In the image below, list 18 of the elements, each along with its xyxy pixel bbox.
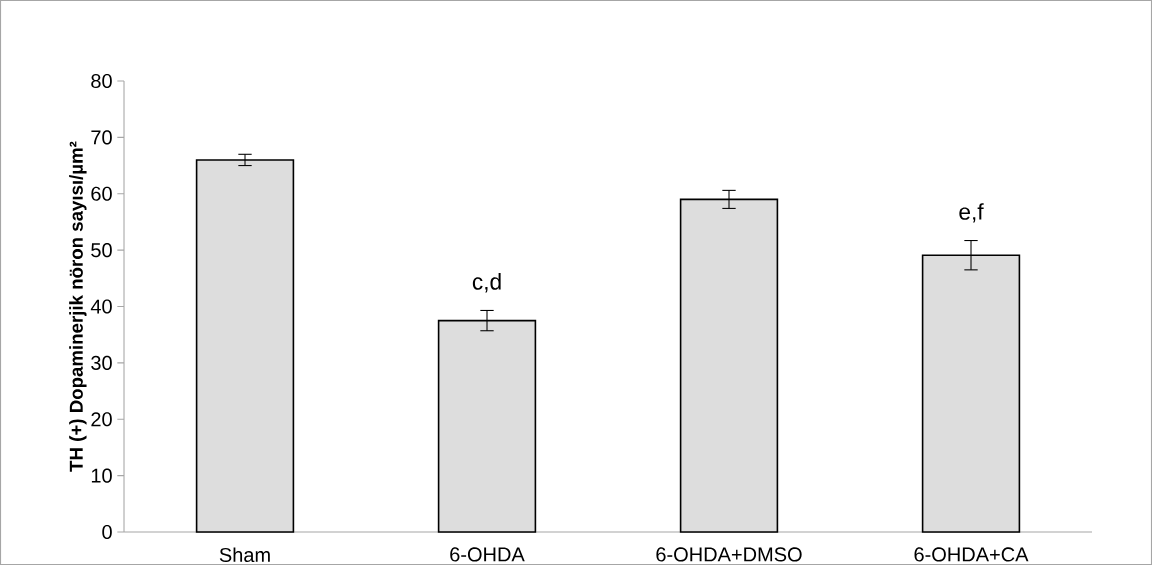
y-tick-label: 10 (91, 468, 112, 483)
x-tick-label: 6-OHDA+CA (914, 547, 1029, 562)
bar (195, 159, 295, 533)
x-tick-label: 6-OHDA+DMSO (656, 547, 802, 562)
y-tick-label: 50 (91, 243, 112, 258)
x-tick-label: 6-OHDA (450, 547, 525, 562)
annotation: e,f (959, 203, 984, 223)
y-tick-label: 80 (91, 73, 112, 89)
y-axis-title: TH (+) Dopaminerjik nöron sayısı/µm² (69, 141, 87, 472)
y-tick-label: 60 (91, 186, 112, 201)
y-tick-label: 30 (91, 355, 112, 370)
bar (679, 198, 779, 533)
annotation: c,d (472, 273, 501, 293)
y-tick-label: 0 (102, 524, 112, 540)
x-tick-label: Sham (219, 547, 270, 563)
y-tick-label: 70 (91, 130, 112, 145)
y-tick-label: 40 (90, 299, 112, 314)
y-tick-label: 20 (91, 412, 112, 427)
